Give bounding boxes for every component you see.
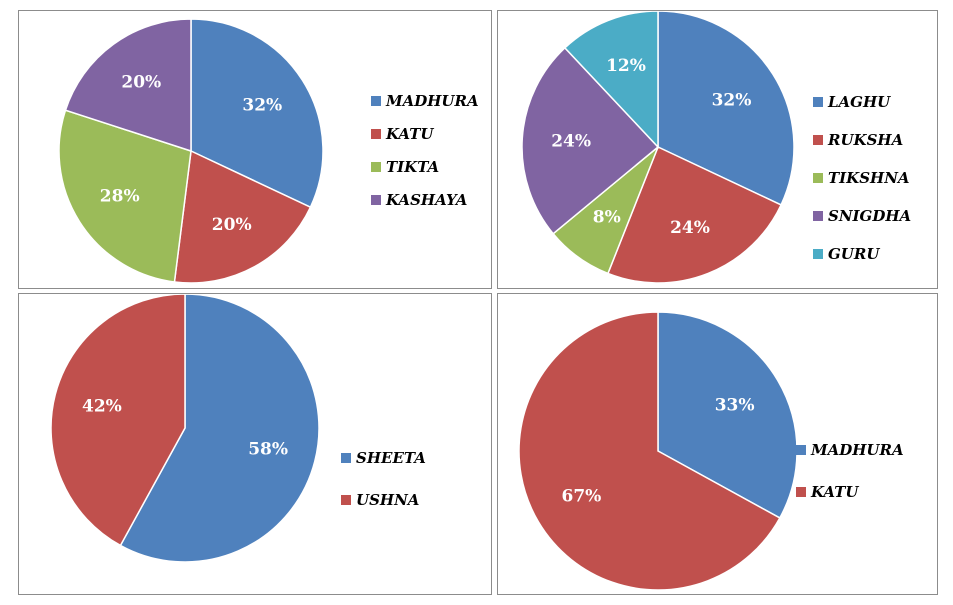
legend-label-ruksha: RUKSHA bbox=[827, 131, 903, 149]
chart-panel-3: 58% 42% SHEETA USHNA bbox=[18, 293, 492, 595]
data-label-madhura: 33% bbox=[715, 396, 755, 416]
pie-chart-1: 32% 20% 28% 20% MADHURA KATU TIKTA KASHAYA bbox=[58, 18, 479, 284]
data-label-guru: 12% bbox=[606, 56, 646, 76]
chart-panel-1: 32% 20% 28% 20% MADHURA KATU TIKTA KASHAYA bbox=[18, 10, 492, 289]
legend-swatch-tikta bbox=[371, 162, 381, 172]
data-label-madhura: 32% bbox=[242, 96, 282, 116]
pie-chart-4: 33% 67% MADHURA KATU bbox=[518, 311, 904, 591]
pie-slice-laghu bbox=[657, 11, 795, 206]
pie-slice-madhura bbox=[190, 18, 324, 209]
legend-swatch-sheeta bbox=[341, 453, 351, 463]
data-label-ruksha: 24% bbox=[670, 218, 710, 238]
legend-label-laghu: LAGHU bbox=[827, 93, 891, 111]
pie-slice-tikta bbox=[58, 109, 192, 283]
pie-slice-katu bbox=[173, 149, 312, 284]
legend-swatch-tikshna bbox=[813, 173, 823, 183]
legend-label-guru: GURU bbox=[828, 245, 880, 263]
pie-slice-sheeta bbox=[119, 294, 320, 563]
legend-swatch-madhura bbox=[796, 445, 806, 455]
pie-chart-2: 32% 24% 8% 24% 12% LAGHU RUKSHA TIKSHNA SNIGDHA G… bbox=[521, 11, 911, 284]
pie-slice-katu bbox=[518, 311, 781, 591]
legend-label-katu: KATU bbox=[385, 125, 434, 143]
legend-label-tikshna: TIKSHNA bbox=[828, 169, 910, 187]
legend-swatch-kashaya bbox=[371, 195, 381, 205]
pie-slice-madhura bbox=[657, 311, 798, 519]
legend-swatch-madhura bbox=[371, 96, 381, 106]
data-label-katu: 20% bbox=[212, 215, 252, 235]
data-label-tikta: 28% bbox=[100, 186, 140, 206]
pie-chart-3: 58% 42% SHEETA USHNA bbox=[50, 294, 426, 563]
data-label-tikshna: 8% bbox=[593, 207, 621, 227]
pie-slice-ruksha bbox=[606, 145, 783, 284]
legend-label-madhura: MADHURA bbox=[385, 92, 479, 110]
pie-slice-kashaya bbox=[64, 18, 192, 153]
legend-swatch-snigdha bbox=[813, 211, 823, 221]
legend-label-katu: KATU bbox=[810, 483, 859, 501]
legend-swatch-katu bbox=[796, 487, 806, 497]
pie-slice-snigdha bbox=[521, 46, 660, 235]
data-label-sheeta: 58% bbox=[248, 439, 288, 459]
legend-swatch-katu bbox=[371, 129, 381, 139]
legend-label-snigdha: SNIGDHA bbox=[828, 207, 911, 225]
data-label-ushna: 42% bbox=[82, 397, 122, 417]
data-label-snigdha: 24% bbox=[551, 132, 591, 152]
legend-label-ushna: USHNA bbox=[356, 491, 419, 509]
pie-slice-guru bbox=[563, 11, 659, 149]
pie-slice-ushna bbox=[50, 294, 186, 547]
data-label-laghu: 32% bbox=[712, 90, 752, 110]
legend-swatch-ruksha bbox=[813, 135, 823, 145]
data-label-kashaya: 20% bbox=[121, 73, 161, 93]
legend-swatch-ushna bbox=[341, 495, 351, 505]
legend-label-madhura: MADHURA bbox=[810, 441, 904, 459]
legend-label-tikta: TIKTA bbox=[386, 158, 439, 176]
chart-panel-4: 33% 67% MADHURA KATU bbox=[497, 293, 938, 595]
legend-swatch-guru bbox=[813, 249, 823, 259]
legend-label-kashaya: KASHAYA bbox=[385, 191, 467, 209]
chart-panel-2: 32% 24% 8% 24% 12% LAGHU RUKSHA TIKSHNA SNIGDHA G… bbox=[497, 10, 938, 289]
data-label-katu: 67% bbox=[561, 486, 601, 506]
legend-label-sheeta: SHEETA bbox=[356, 449, 426, 467]
legend-swatch-laghu bbox=[813, 97, 823, 107]
